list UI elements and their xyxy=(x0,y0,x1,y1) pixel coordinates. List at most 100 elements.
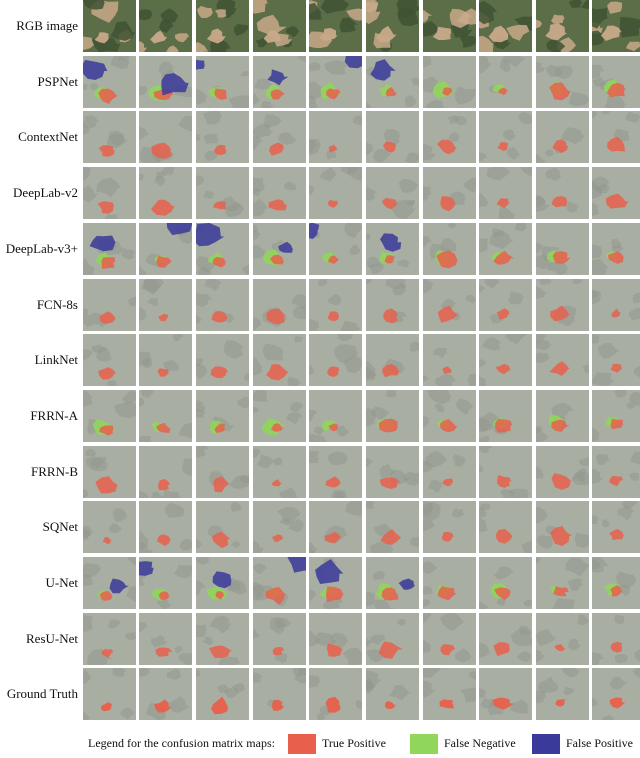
rgb-image-tile xyxy=(479,0,532,52)
confusion-map-tile xyxy=(196,111,249,164)
confusion-map-tile xyxy=(366,557,419,609)
confusion-map-tile xyxy=(536,557,589,609)
confusion-map-tile xyxy=(423,501,476,554)
comparison-grid: RGB image PSPNet ContextNet DeepLab-v2 DeepL… xyxy=(0,0,640,721)
confusion-map-tile xyxy=(536,445,589,498)
confusion-map-tile xyxy=(366,501,419,554)
confusion-map-tile xyxy=(366,612,419,665)
confusion-map-tile xyxy=(83,668,136,721)
rgb-image-tile xyxy=(139,0,192,52)
confusion-map-tile xyxy=(309,612,362,665)
rgb-image-tile xyxy=(83,0,136,52)
confusion-map-tile xyxy=(83,278,136,331)
row-fcn-8s: FCN-8s xyxy=(0,278,640,331)
confusion-map-tile xyxy=(139,501,192,554)
confusion-map-tile xyxy=(423,55,476,108)
legend: Legend for the confusion matrix maps: Tr… xyxy=(0,732,640,756)
confusion-map-tile xyxy=(196,167,249,220)
confusion-map-tile xyxy=(423,445,476,498)
confusion-map-tile xyxy=(536,334,589,387)
rgb-image-tile xyxy=(423,0,476,52)
confusion-map-tile xyxy=(139,668,192,721)
confusion-map-tile xyxy=(309,111,362,164)
confusion-map-tile xyxy=(479,557,532,609)
confusion-map-tile xyxy=(309,389,362,442)
legend-label-false-positive: False Positive xyxy=(566,736,634,750)
confusion-map-tile xyxy=(139,278,192,331)
row-label: FCN-8s xyxy=(36,296,78,312)
confusion-map-tile xyxy=(253,612,306,665)
confusion-map-tile xyxy=(309,445,362,498)
confusion-map-tile xyxy=(253,222,306,275)
confusion-map-tile xyxy=(196,334,249,387)
confusion-map-tile xyxy=(592,278,640,331)
row-label: DeepLab-v2 xyxy=(13,185,78,201)
legend-swatch-false-positive xyxy=(532,734,560,754)
legend-label-true-positive: True Positive xyxy=(322,736,386,750)
confusion-map-tile xyxy=(366,111,419,164)
confusion-map-tile xyxy=(592,222,640,275)
confusion-map-tile xyxy=(83,445,136,498)
row-label: ContextNet xyxy=(18,129,78,145)
confusion-map-tile xyxy=(253,557,306,609)
confusion-map-tile xyxy=(83,501,136,554)
confusion-map-tile xyxy=(253,167,306,220)
confusion-map-tile xyxy=(366,334,419,387)
confusion-map-tile xyxy=(253,278,306,331)
row-rgb-image: RGB image xyxy=(0,0,640,52)
confusion-map-tile xyxy=(309,55,362,108)
confusion-map-tile xyxy=(536,612,589,665)
confusion-map-tile xyxy=(479,222,532,275)
row-label: FRRN-B xyxy=(31,463,78,479)
confusion-map-tile xyxy=(309,334,362,387)
confusion-map-tile xyxy=(139,334,192,387)
confusion-map-tile xyxy=(253,389,306,442)
row-frrn-a: FRRN-A xyxy=(0,389,640,442)
confusion-map-tile xyxy=(423,668,476,721)
confusion-map-tile xyxy=(139,111,192,164)
confusion-map-tile xyxy=(83,557,136,609)
confusion-map-tile xyxy=(83,55,136,108)
confusion-map-tile xyxy=(309,557,362,609)
confusion-map-tile xyxy=(196,278,249,331)
confusion-map-tile xyxy=(423,222,476,275)
confusion-map-tile xyxy=(366,167,419,220)
row-linknet: LinkNet xyxy=(0,334,640,387)
confusion-map-tile xyxy=(83,389,136,442)
confusion-map-tile xyxy=(83,111,136,164)
confusion-map-tile xyxy=(139,167,192,220)
confusion-map-tile xyxy=(83,167,136,220)
confusion-map-tile xyxy=(536,55,589,108)
rgb-image-tile xyxy=(592,0,640,52)
confusion-map-tile xyxy=(366,389,419,442)
confusion-map-tile xyxy=(536,501,589,554)
row-label: DeepLab-v3+ xyxy=(5,240,78,256)
confusion-map-tile xyxy=(196,389,249,442)
rgb-image-tile xyxy=(366,0,419,52)
confusion-map-tile xyxy=(253,111,306,164)
confusion-map-tile xyxy=(592,445,640,498)
confusion-map-tile xyxy=(479,445,532,498)
confusion-map-tile xyxy=(592,612,640,665)
confusion-map-tile xyxy=(592,668,640,721)
confusion-map-tile xyxy=(196,501,249,554)
confusion-map-tile xyxy=(309,278,362,331)
confusion-map-tile xyxy=(479,111,532,164)
row-label: Ground Truth xyxy=(6,686,78,702)
legend-label-false-negative: False Negative xyxy=(444,736,516,750)
confusion-map-tile xyxy=(592,501,640,554)
confusion-map-tile xyxy=(196,612,249,665)
confusion-map-tile xyxy=(139,389,192,442)
confusion-map-tile xyxy=(479,55,532,108)
row-contextnet: ContextNet xyxy=(0,111,640,164)
confusion-map-tile xyxy=(423,389,476,442)
legend-title: Legend for the confusion matrix maps: xyxy=(88,736,275,750)
confusion-map-tile xyxy=(253,445,306,498)
confusion-map-tile xyxy=(366,668,419,721)
confusion-map-tile xyxy=(196,222,249,275)
confusion-map-tile xyxy=(366,278,419,331)
confusion-map-tile xyxy=(592,557,640,609)
confusion-map-tile xyxy=(479,612,532,665)
row-label: LinkNet xyxy=(34,352,78,368)
row-deeplab-v2: DeepLab-v2 xyxy=(0,167,640,220)
